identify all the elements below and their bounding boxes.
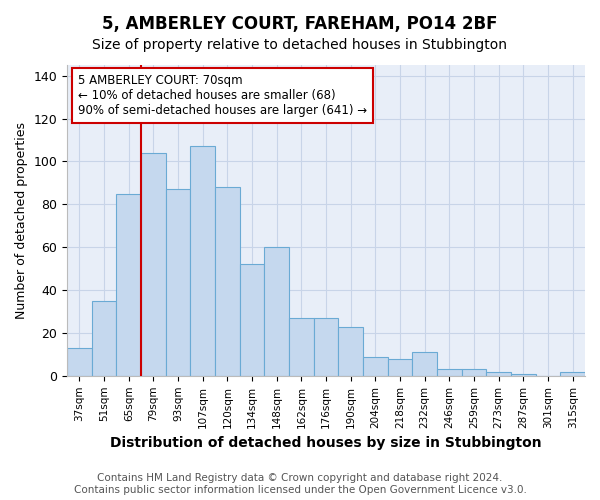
Bar xyxy=(487,372,511,376)
Bar xyxy=(141,153,166,376)
X-axis label: Distribution of detached houses by size in Stubbington: Distribution of detached houses by size … xyxy=(110,436,542,450)
Text: Contains HM Land Registry data © Crown copyright and database right 2024.
Contai: Contains HM Land Registry data © Crown c… xyxy=(74,474,526,495)
Text: 5 AMBERLEY COURT: 70sqm
← 10% of detached houses are smaller (68)
90% of semi-de: 5 AMBERLEY COURT: 70sqm ← 10% of detache… xyxy=(77,74,367,118)
Bar xyxy=(388,358,412,376)
Text: Size of property relative to detached houses in Stubbington: Size of property relative to detached ho… xyxy=(92,38,508,52)
Bar xyxy=(190,146,215,376)
Bar xyxy=(314,318,338,376)
Bar xyxy=(363,356,388,376)
Text: 5, AMBERLEY COURT, FAREHAM, PO14 2BF: 5, AMBERLEY COURT, FAREHAM, PO14 2BF xyxy=(102,15,498,33)
Bar xyxy=(437,370,462,376)
Bar xyxy=(511,374,536,376)
Bar xyxy=(166,190,190,376)
Bar xyxy=(560,372,585,376)
Bar xyxy=(265,247,289,376)
Bar xyxy=(240,264,265,376)
Bar xyxy=(67,348,92,376)
Bar xyxy=(289,318,314,376)
Bar xyxy=(412,352,437,376)
Bar xyxy=(215,187,240,376)
Bar xyxy=(338,326,363,376)
Bar xyxy=(116,194,141,376)
Bar xyxy=(92,301,116,376)
Bar xyxy=(462,370,487,376)
Y-axis label: Number of detached properties: Number of detached properties xyxy=(15,122,28,319)
